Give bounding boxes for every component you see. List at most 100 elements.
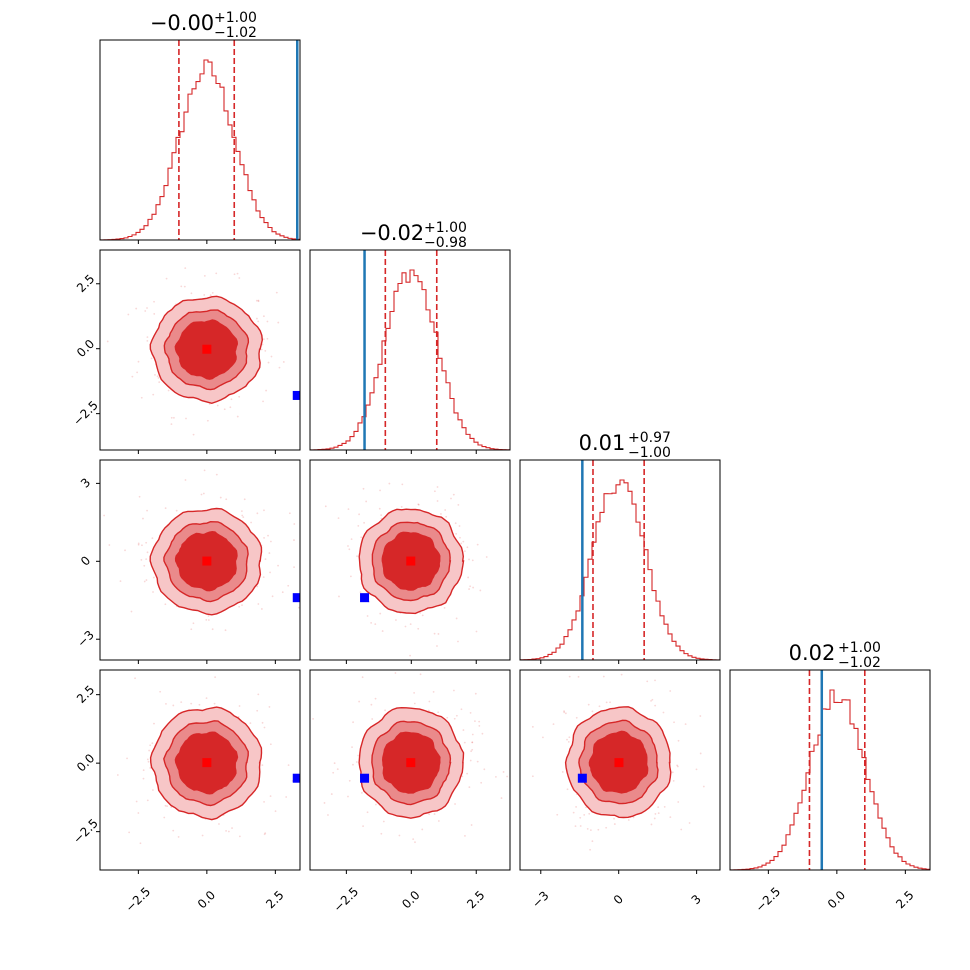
sample-point: [202, 492, 205, 495]
sample-point: [460, 542, 463, 545]
sample-point: [150, 357, 153, 360]
sample-point: [379, 612, 382, 615]
sample-point: [469, 759, 472, 762]
sample-point: [268, 706, 271, 708]
sample-point: [241, 514, 244, 517]
sample-point: [672, 779, 675, 782]
sample-point: [469, 711, 472, 714]
sample-point: [436, 500, 439, 502]
sample-point: [347, 545, 349, 547]
sample-point: [565, 667, 567, 669]
sample-point: [605, 826, 608, 829]
y-tick-label: 0.0: [74, 751, 97, 774]
sample-point: [149, 767, 152, 769]
sample-point: [605, 701, 608, 704]
median-marker: [202, 556, 212, 566]
sample-point: [695, 768, 698, 771]
sample-point: [579, 825, 582, 827]
sample-point: [256, 317, 258, 320]
sample-point: [192, 433, 195, 436]
x-tick-label: −2.5: [123, 884, 154, 915]
sample-point: [384, 709, 386, 712]
sample-point: [654, 813, 657, 815]
sample-point: [203, 274, 206, 277]
sample-point: [598, 705, 601, 708]
scatter-panel-2-1: [99, 249, 301, 451]
sample-point: [436, 486, 439, 488]
sample-point: [214, 676, 217, 679]
sample-point: [378, 507, 381, 510]
sample-point: [215, 272, 218, 275]
panel-frame: [99, 459, 301, 661]
sample-point: [152, 789, 154, 791]
sample-point: [654, 704, 657, 707]
y-tick-label: 2.5: [74, 272, 97, 295]
sample-point: [589, 848, 591, 851]
histogram-title-2: −0.02: [360, 221, 424, 245]
sample-point: [198, 703, 201, 706]
sample-point: [688, 822, 691, 824]
sample-point: [359, 591, 362, 594]
sample-point: [203, 469, 206, 472]
sample-point: [350, 538, 353, 541]
sample-point: [409, 654, 411, 657]
sample-point: [261, 721, 264, 724]
sample-point: [356, 555, 358, 558]
histogram-frame: [309, 249, 511, 451]
sample-point: [374, 803, 377, 806]
scatter-panel-4-2: [309, 669, 511, 871]
sample-point: [324, 505, 327, 508]
sample-point: [270, 540, 272, 543]
sample-point: [146, 336, 149, 339]
sample-point: [281, 591, 284, 594]
sample-point: [159, 690, 162, 693]
sample-point: [164, 804, 167, 807]
histogram-title-3: 0.01: [579, 431, 626, 455]
y-tick-label: −3: [74, 628, 96, 650]
sample-point: [440, 513, 442, 515]
sample-point: [450, 497, 452, 500]
sample-point: [646, 680, 649, 683]
histogram-panel-3: 0.01 +0.97−1.00: [519, 430, 721, 661]
title-minus-error: −1.00: [628, 445, 671, 461]
sample-point: [238, 395, 241, 398]
sample-point: [657, 812, 660, 815]
y-tick-label: 2.5: [74, 683, 97, 706]
sample-point: [400, 505, 403, 508]
sample-point: [137, 360, 140, 363]
sample-point: [147, 760, 150, 763]
sample-point: [262, 576, 265, 578]
sample-point: [452, 493, 455, 496]
panel-frame: [519, 669, 721, 871]
sample-point: [180, 285, 183, 288]
sample-point: [433, 632, 436, 635]
sample-point: [287, 584, 290, 587]
sample-point: [409, 623, 412, 626]
sample-point: [589, 829, 592, 832]
sample-point: [238, 705, 241, 707]
sample-point: [433, 813, 436, 815]
sample-point: [677, 739, 680, 742]
sample-point: [542, 736, 544, 739]
sample-point: [268, 552, 271, 554]
sample-point: [211, 291, 214, 294]
histogram-frame: [729, 669, 931, 871]
sample-point: [455, 617, 458, 620]
title-plus-error: +1.00: [838, 640, 881, 656]
sample-point: [370, 622, 373, 624]
sample-point: [269, 795, 272, 797]
sample-point: [412, 838, 415, 841]
sample-point: [671, 771, 674, 774]
sample-point: [464, 835, 466, 837]
sample-point: [242, 516, 245, 518]
sample-point: [240, 510, 243, 513]
histogram-panel-1: −0.00 +1.00−1.02: [99, 10, 301, 241]
sample-point: [265, 389, 268, 392]
sample-point: [460, 708, 463, 711]
sample-point: [143, 580, 146, 583]
sample-point: [256, 709, 259, 712]
sample-point: [142, 777, 145, 780]
sample-point: [143, 564, 146, 567]
sample-point: [650, 699, 652, 702]
sample-point: [443, 606, 446, 609]
